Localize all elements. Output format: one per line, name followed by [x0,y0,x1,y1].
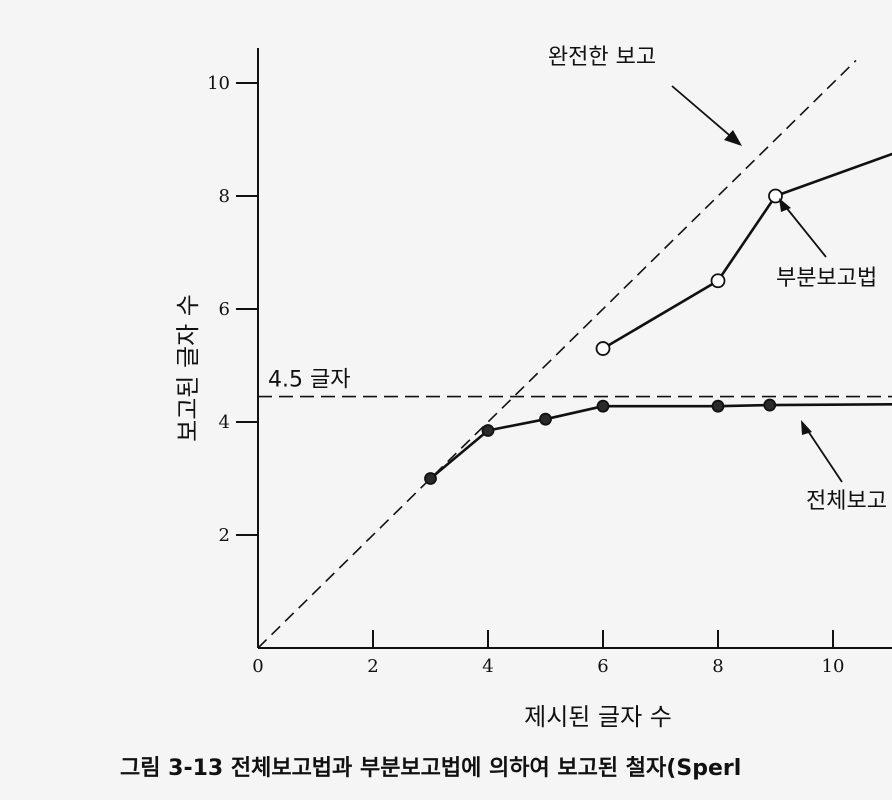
whole-report-point-2 [539,412,552,426]
partial-report-label: 부분보고법 [776,266,877,291]
x-tick-label-8: 8 [712,656,723,677]
complete-report-label: 완전한 보고 [548,45,656,70]
x-axis-title: 제시된 글자 수 [524,703,672,731]
y-axis-title: 보고된 글자 수 [174,294,202,442]
figure-caption: 그림 3-13 전체보고법과 부분보고법에 의하여 보고된 철자(Sperl [120,756,742,781]
whole-report-point-4 [711,399,725,413]
y-tick-label-10: 10 [207,73,230,94]
series-layer [424,152,892,485]
whole-report-line [429,402,892,480]
axes: 2 4 6 8 10 0 2 4 6 8 10 [207,48,892,677]
whole-report-point-5 [763,398,777,412]
whole-report-point-3 [596,399,610,413]
whole-report-point-0 [424,472,437,485]
x-tick-label-6: 6 [597,656,608,677]
y-tick-label-2: 2 [219,525,230,546]
partial-report-arrow [784,205,827,258]
partial-report-point-0 [595,341,611,356]
partial-report-arrowhead [779,198,791,212]
complete-report-arrowhead [724,130,742,146]
complete-report-arrow [671,85,736,141]
whole-report-arrowhead [801,420,812,435]
reference-lines [257,59,892,649]
partial-report-line [602,152,892,350]
y-tick-label-6: 6 [219,299,230,320]
partial-report-point-2 [768,188,783,204]
whole-report-arrow [805,427,843,483]
x-tick-label-0: 0 [252,656,263,677]
partial-report-point-1 [710,273,726,289]
chart: 2 4 6 8 10 0 2 4 6 8 10 제시된 글자 수 보고된 글자 수 완전한 보고 4.5 … [174,45,892,731]
y-tick-label-4: 4 [219,412,230,433]
capacity-label: 4.5 글자 [268,368,350,393]
whole-report-label: 전체보고 [806,489,887,514]
x-tick-label-4: 4 [482,656,493,677]
whole-report-point-1 [481,424,495,437]
x-tick-label-10: 10 [822,656,845,677]
x-tick-label-2: 2 [367,656,378,677]
y-tick-label-8: 8 [219,186,230,207]
complete-report-line [257,59,857,649]
